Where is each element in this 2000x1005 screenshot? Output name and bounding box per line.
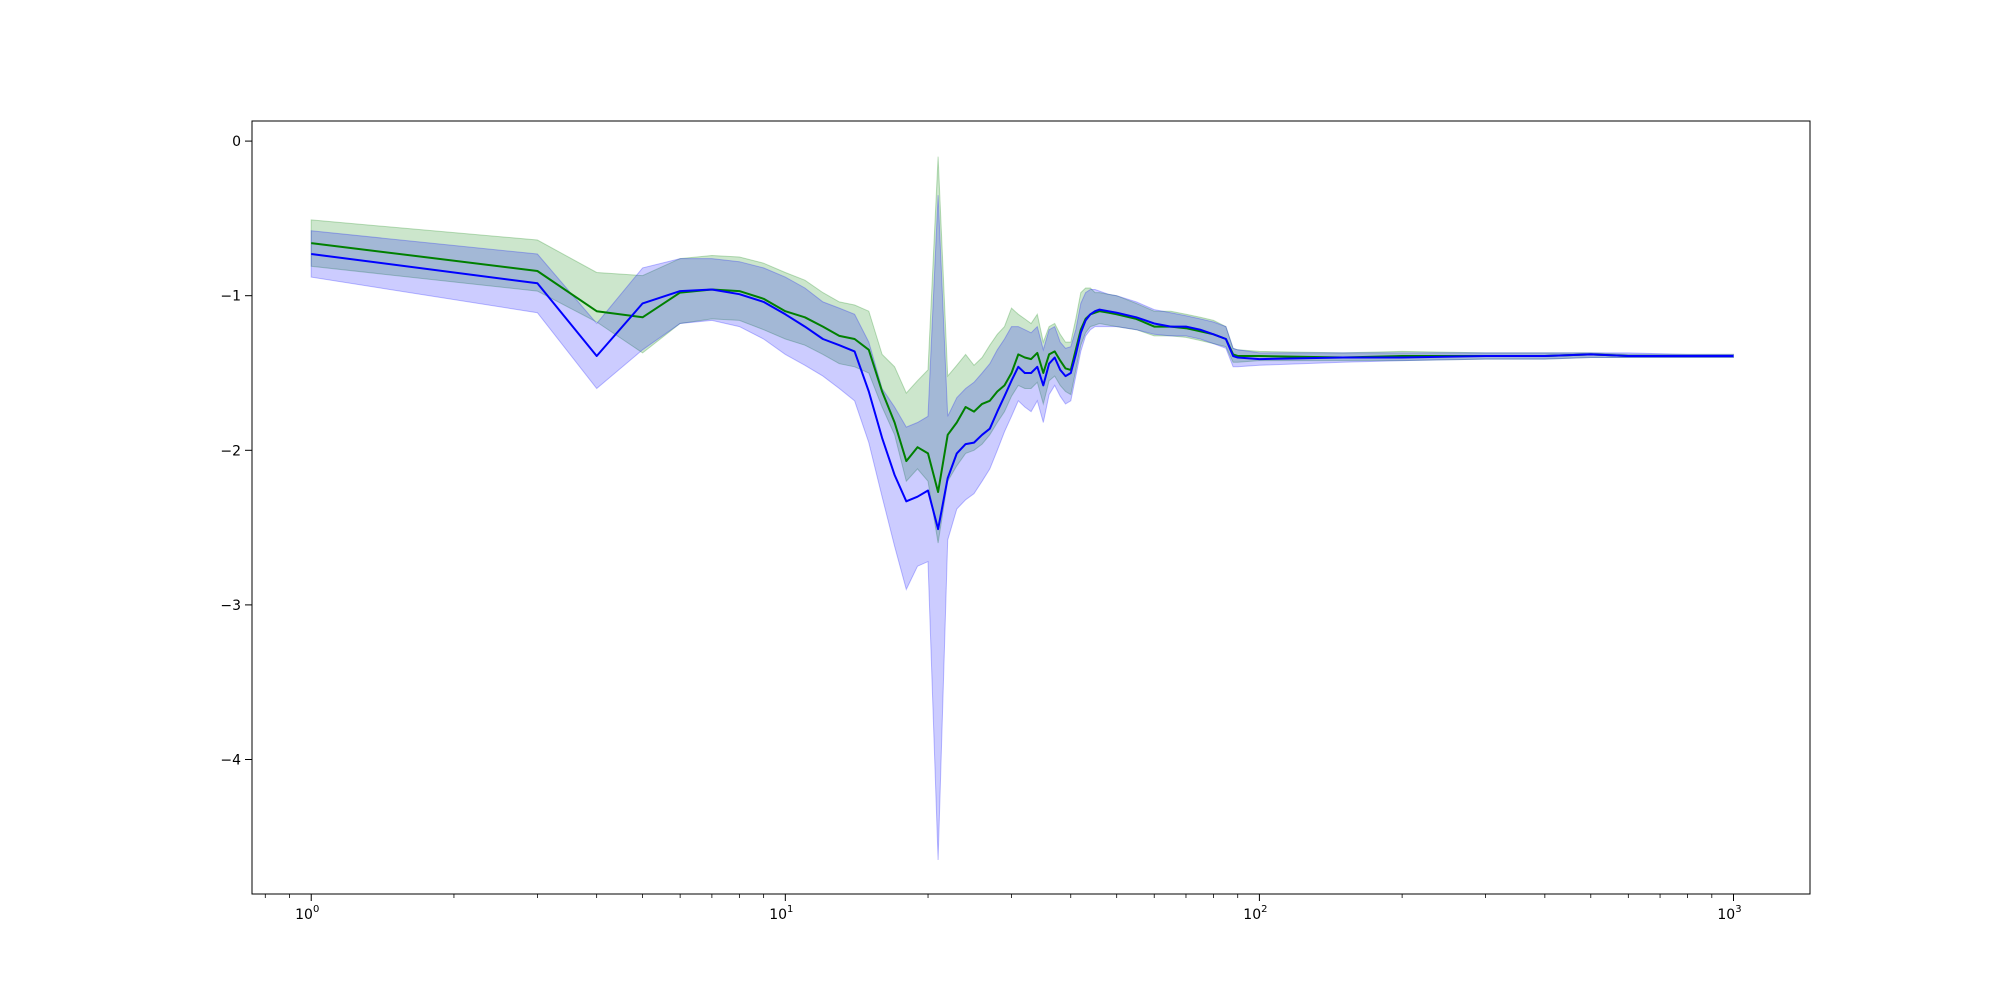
x-tick-label: 100 xyxy=(295,904,319,923)
x-tick-label: 103 xyxy=(1717,904,1741,923)
y-tick-label: −3 xyxy=(220,598,241,614)
y-tick-label: −2 xyxy=(220,443,241,459)
series-2-band xyxy=(310,195,1734,861)
y-tick-label: 0 xyxy=(232,134,241,150)
confidence-bands xyxy=(310,156,1734,861)
x-tick-label: 102 xyxy=(1243,904,1267,923)
y-axis: 0 −1 −2 −3 −4 xyxy=(220,134,252,768)
x-tick-label: 101 xyxy=(769,904,793,923)
y-tick-label: −4 xyxy=(220,752,241,768)
series-2-line xyxy=(311,253,1734,531)
x-axis: 100 101 102 103 xyxy=(264,894,1742,923)
series-1-band xyxy=(310,156,1734,544)
y-tick-label: −1 xyxy=(220,289,241,305)
plot-frame xyxy=(251,120,1811,895)
series-lines xyxy=(311,242,1734,531)
